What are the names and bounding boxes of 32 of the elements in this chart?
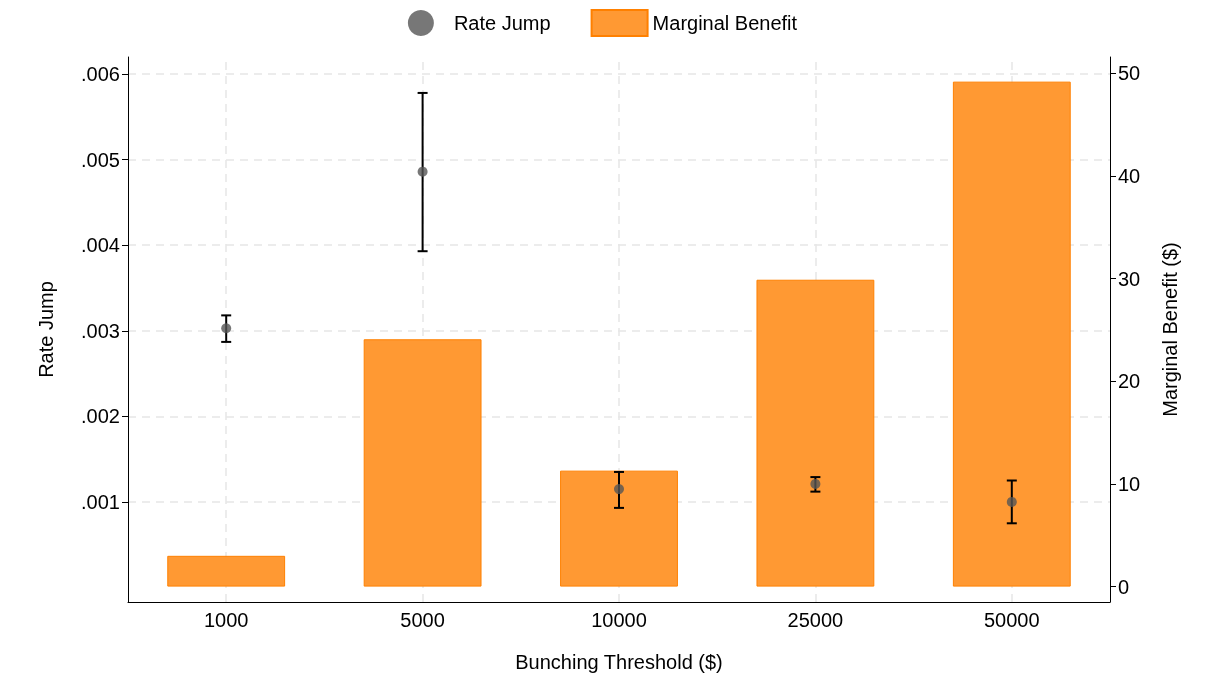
y2-tick-label: 50 (1118, 62, 1141, 85)
y2-tick-label: 20 (1118, 370, 1141, 393)
y-tick-label: .005 (81, 148, 120, 171)
bar (952, 81, 1071, 587)
point (614, 484, 624, 495)
y-tick-label: .006 (81, 63, 120, 86)
x-tick-label: 1000 (203, 609, 249, 631)
point (810, 478, 821, 489)
bar (560, 470, 678, 587)
y-axis-title: Rate Jump (35, 281, 57, 378)
y2-axis-title: Marginal Benefit ($) (1159, 242, 1181, 417)
y-tick-label: .004 (81, 234, 120, 257)
y-tick-label: .003 (81, 319, 120, 342)
x-axis-title: Bunching Threshold ($) (515, 651, 723, 673)
bar (756, 279, 875, 587)
x-tick-label: 10000 (591, 609, 647, 631)
x-tick-label: 50000 (983, 609, 1040, 631)
y-tick-label: .001 (81, 490, 120, 513)
legend-label: Rate Jump (453, 12, 551, 34)
y2-tick-label: 30 (1118, 267, 1141, 290)
bar (363, 339, 482, 587)
y2-tick-label: 10 (1118, 472, 1141, 495)
legend-label: Marginal Benefit (652, 12, 798, 34)
y-tick-label: .002 (81, 405, 120, 428)
bar (167, 555, 286, 587)
point (417, 166, 428, 177)
point (1006, 496, 1017, 507)
y2-tick-label: 0 (1118, 575, 1130, 598)
y2-tick-label: 40 (1118, 165, 1141, 188)
x-tick-label: 25000 (787, 609, 844, 631)
point (221, 323, 232, 334)
x-tick-label: 5000 (400, 609, 445, 631)
